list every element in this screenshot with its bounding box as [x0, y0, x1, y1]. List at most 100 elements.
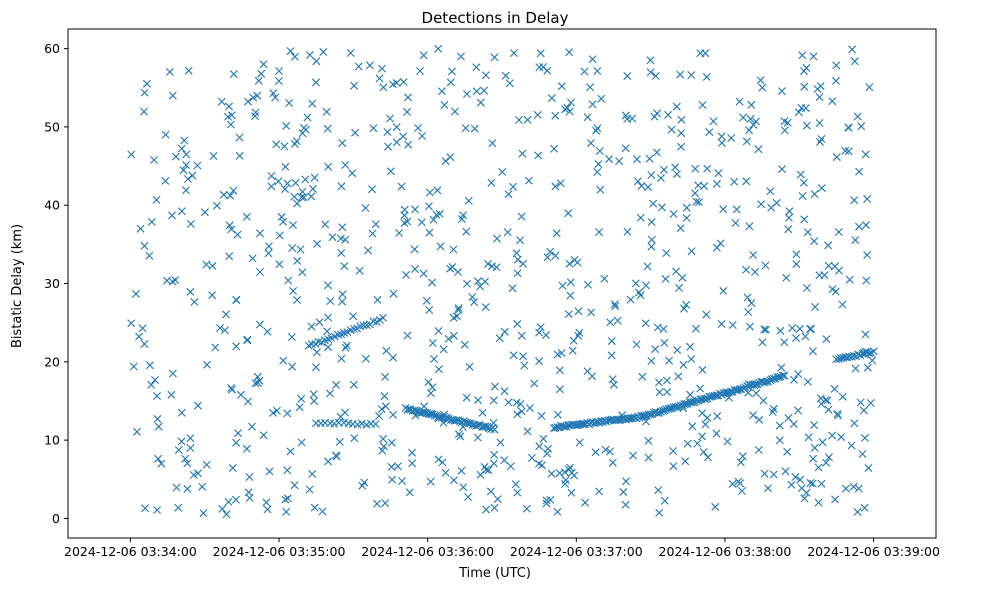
data-point-marker [188, 171, 197, 180]
data-point-marker [211, 343, 220, 352]
data-point-marker [503, 228, 512, 237]
data-point-marker [535, 63, 544, 72]
data-point-marker [594, 160, 603, 169]
data-point-marker [811, 302, 820, 311]
data-point-marker [286, 47, 295, 56]
data-point-marker [168, 369, 177, 378]
data-point-marker [186, 444, 195, 452]
data-point-marker [676, 224, 685, 233]
data-point-marker [736, 479, 745, 488]
data-point-marker [824, 261, 833, 270]
data-point-marker [408, 448, 417, 457]
data-point-marker [504, 190, 513, 199]
data-point-marker [610, 300, 619, 309]
data-point-marker [338, 290, 347, 299]
data-point-marker [402, 270, 411, 279]
data-point-marker [291, 178, 300, 187]
data-point-marker [860, 433, 869, 442]
data-point-marker [546, 247, 555, 256]
data-point-marker [418, 132, 427, 140]
data-point-marker [739, 113, 748, 122]
data-point-marker [193, 161, 202, 170]
data-point-marker [490, 503, 499, 512]
data-point-marker [387, 438, 396, 447]
data-point-marker [607, 337, 616, 346]
data-point-marker [832, 61, 841, 70]
data-point-marker [336, 412, 345, 421]
data-point-marker [174, 446, 183, 454]
data-point-marker [860, 503, 869, 512]
data-point-marker [145, 361, 154, 370]
data-point-marker [566, 278, 575, 287]
x-tick-label: 2024-12-06 03:39:00 [807, 544, 940, 559]
data-point-marker [411, 265, 419, 274]
data-point-marker [389, 410, 398, 419]
data-point-marker [138, 324, 147, 333]
data-point-marker [272, 140, 281, 149]
data-point-marker [484, 259, 492, 268]
data-point-marker [661, 274, 670, 283]
data-point-marker [800, 67, 808, 76]
data-point-marker [251, 379, 260, 388]
data-point-marker [776, 326, 785, 335]
data-point-marker [419, 51, 428, 60]
data-point-marker [140, 88, 149, 97]
data-point-marker [664, 405, 673, 413]
data-point-marker [808, 479, 817, 488]
data-point-marker [847, 441, 856, 450]
data-point-marker [761, 261, 770, 270]
data-point-marker [279, 356, 288, 365]
data-point-marker [567, 98, 575, 107]
data-point-marker [220, 326, 229, 335]
data-point-marker [153, 506, 162, 514]
data-point-marker [780, 126, 789, 135]
data-point-marker [780, 338, 789, 347]
data-point-marker [454, 306, 463, 314]
data-point-marker [509, 351, 518, 360]
data-point-marker [760, 469, 769, 478]
data-point-marker [330, 419, 339, 428]
data-point-marker [147, 217, 156, 226]
data-point-marker [568, 346, 577, 355]
data-point-marker [644, 453, 653, 462]
data-point-marker [392, 123, 401, 132]
chart-title: Detections in Delay [422, 9, 569, 27]
data-point-marker [505, 79, 514, 88]
data-point-marker [516, 400, 525, 408]
data-point-marker [806, 325, 814, 333]
data-point-marker [351, 128, 360, 137]
data-point-marker [140, 107, 148, 116]
data-point-marker [283, 409, 292, 418]
data-point-marker [796, 170, 805, 179]
data-point-marker [198, 482, 207, 491]
data-point-marker [264, 242, 273, 251]
data-point-marker [397, 182, 406, 191]
data-point-marker [177, 207, 186, 216]
data-point-marker [271, 93, 280, 102]
data-point-marker [623, 72, 632, 81]
data-point-marker [356, 322, 365, 331]
data-point-marker [180, 136, 189, 145]
data-point-marker [297, 394, 306, 403]
data-point-marker [682, 214, 691, 222]
data-point-marker [611, 302, 620, 311]
data-point-marker [783, 447, 792, 456]
data-point-marker [244, 397, 252, 406]
data-point-marker [288, 362, 297, 371]
data-point-marker [381, 499, 390, 508]
data-point-marker [349, 380, 358, 389]
data-point-marker [292, 137, 301, 146]
data-point-marker [473, 433, 482, 442]
data-point-marker [758, 83, 767, 92]
data-point-marker [438, 458, 447, 467]
data-point-marker [359, 321, 368, 330]
data-point-marker [310, 397, 319, 406]
data-point-marker [281, 185, 289, 194]
data-point-marker [165, 67, 174, 76]
data-point-marker [167, 211, 176, 220]
x-axis: 2024-12-06 03:34:00 2024-12-06 03:35:00 20… [64, 538, 940, 559]
data-point-marker [652, 148, 661, 157]
data-point-marker [303, 113, 312, 122]
data-point-marker [823, 396, 832, 405]
